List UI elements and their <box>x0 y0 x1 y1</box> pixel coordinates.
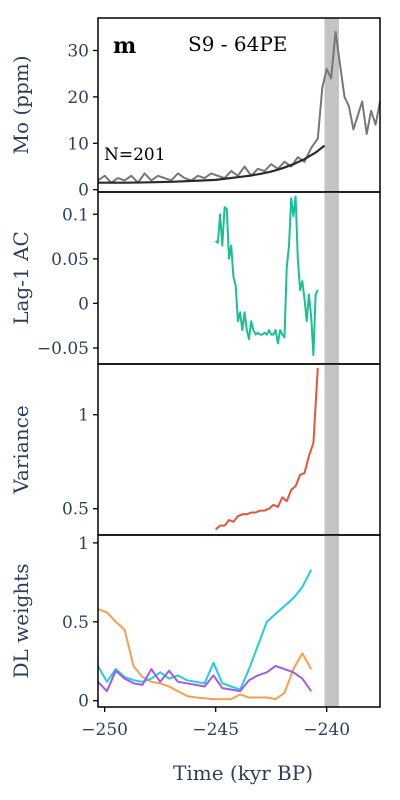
x-tick-label: −250 <box>81 720 128 740</box>
dl-weights-y-tick-label: 0 <box>78 692 89 712</box>
dl-weights-y-axis-title: DL weights <box>9 563 33 678</box>
x-tick-label: −245 <box>192 720 239 740</box>
panel-title: S9 - 64PE <box>188 32 287 56</box>
lag-1-ac-y-tick-label: 0.1 <box>62 205 89 225</box>
mo-series-raw <box>97 30 381 184</box>
mo-series-fit <box>98 144 326 184</box>
lag-1-ac-y-tick-label: −0.05 <box>37 339 89 359</box>
dl-weights-shaded-region <box>324 535 339 707</box>
mo-y-tick-label: 10 <box>67 134 89 154</box>
variance-series-0 <box>215 367 319 531</box>
panel-lag-1-ac: −0.05 0 0.05 0.1 Lag-1 AC <box>9 191 381 365</box>
dl-weights-series-dl_purple <box>97 665 313 693</box>
panel-variance: 0.5 1 Variance <box>9 363 381 536</box>
mo-y-tick-label: 20 <box>67 88 89 108</box>
dl-weights-frame <box>97 534 381 708</box>
panel-letter: m <box>113 33 136 59</box>
variance-y-tick-label: 0.5 <box>62 500 89 520</box>
dl-weights-y-tick-label: 1 <box>78 534 89 554</box>
dl-weights-series-dl_orange <box>97 608 313 701</box>
panel-dl-weights: 0 0.5 1 DL weights −250 −245 −240 <box>9 534 381 740</box>
x-axis-title: Time (kyr BP) <box>173 761 313 785</box>
panel-mo: 0 10 20 30 Mo (ppm) <box>9 17 381 201</box>
variance-y-tick-label: 1 <box>78 406 89 426</box>
sample-count-annotation: N=201 <box>104 145 166 165</box>
lag-1-ac-y-axis-title: Lag-1 AC <box>9 231 33 325</box>
mo-y-axis-title: Mo (ppm) <box>9 55 33 154</box>
variance-y-axis-title: Variance <box>9 405 33 494</box>
x-tick-label: −240 <box>303 720 350 740</box>
lag-1-ac-series-0 <box>215 195 319 357</box>
lag-1-ac-y-tick-label: 0 <box>78 294 89 314</box>
lag-1-ac-y-tick-label: 0.05 <box>51 250 89 270</box>
mo-shaded-region <box>324 18 339 192</box>
mo-y-tick-label: 0 <box>78 181 89 201</box>
dl-weights-series-dl_cyan <box>97 569 313 691</box>
mo-y-tick-label: 30 <box>67 41 89 61</box>
variance-shaded-region <box>324 364 339 535</box>
lag-1-ac-shaded-region <box>324 192 339 364</box>
dl-weights-y-tick-label: 0.5 <box>62 613 89 633</box>
